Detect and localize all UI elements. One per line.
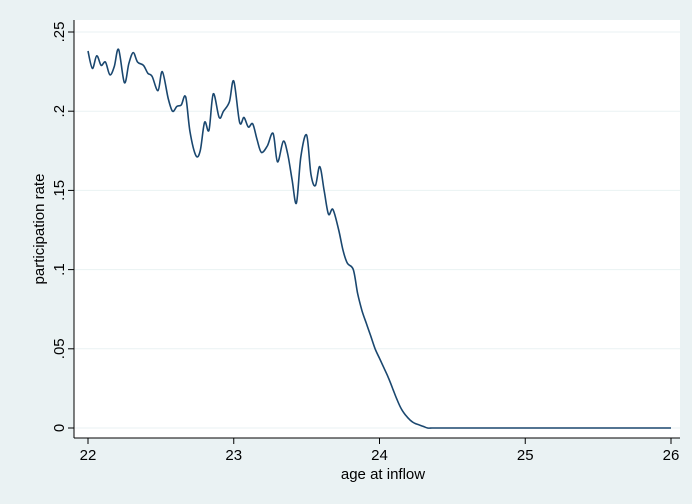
x-axis-ticks: 22 23 24 25 26 <box>80 438 680 464</box>
plot-area <box>74 20 680 438</box>
x-axis-title: age at inflow <box>341 466 425 483</box>
y-axis-title: participation rate <box>31 174 48 285</box>
gridlines <box>74 31 680 429</box>
y-tick-label: .1 <box>51 263 68 276</box>
x-tick-label: 25 <box>517 447 534 464</box>
y-tick-label: .25 <box>51 22 68 43</box>
y-axis-ticks: 0 .05 .1 .15 .2 .25 <box>51 22 74 432</box>
y-tick-label: .2 <box>51 105 68 118</box>
x-tick-label: 24 <box>371 447 388 464</box>
x-tick-label: 23 <box>225 447 242 464</box>
y-tick-label: .05 <box>51 338 68 359</box>
axes <box>73 20 680 439</box>
series-line <box>87 48 671 429</box>
x-tick-label: 26 <box>663 447 680 464</box>
y-tick-label: .15 <box>51 180 68 201</box>
x-tick-label: 22 <box>80 447 97 464</box>
y-tick-label: 0 <box>51 424 68 432</box>
